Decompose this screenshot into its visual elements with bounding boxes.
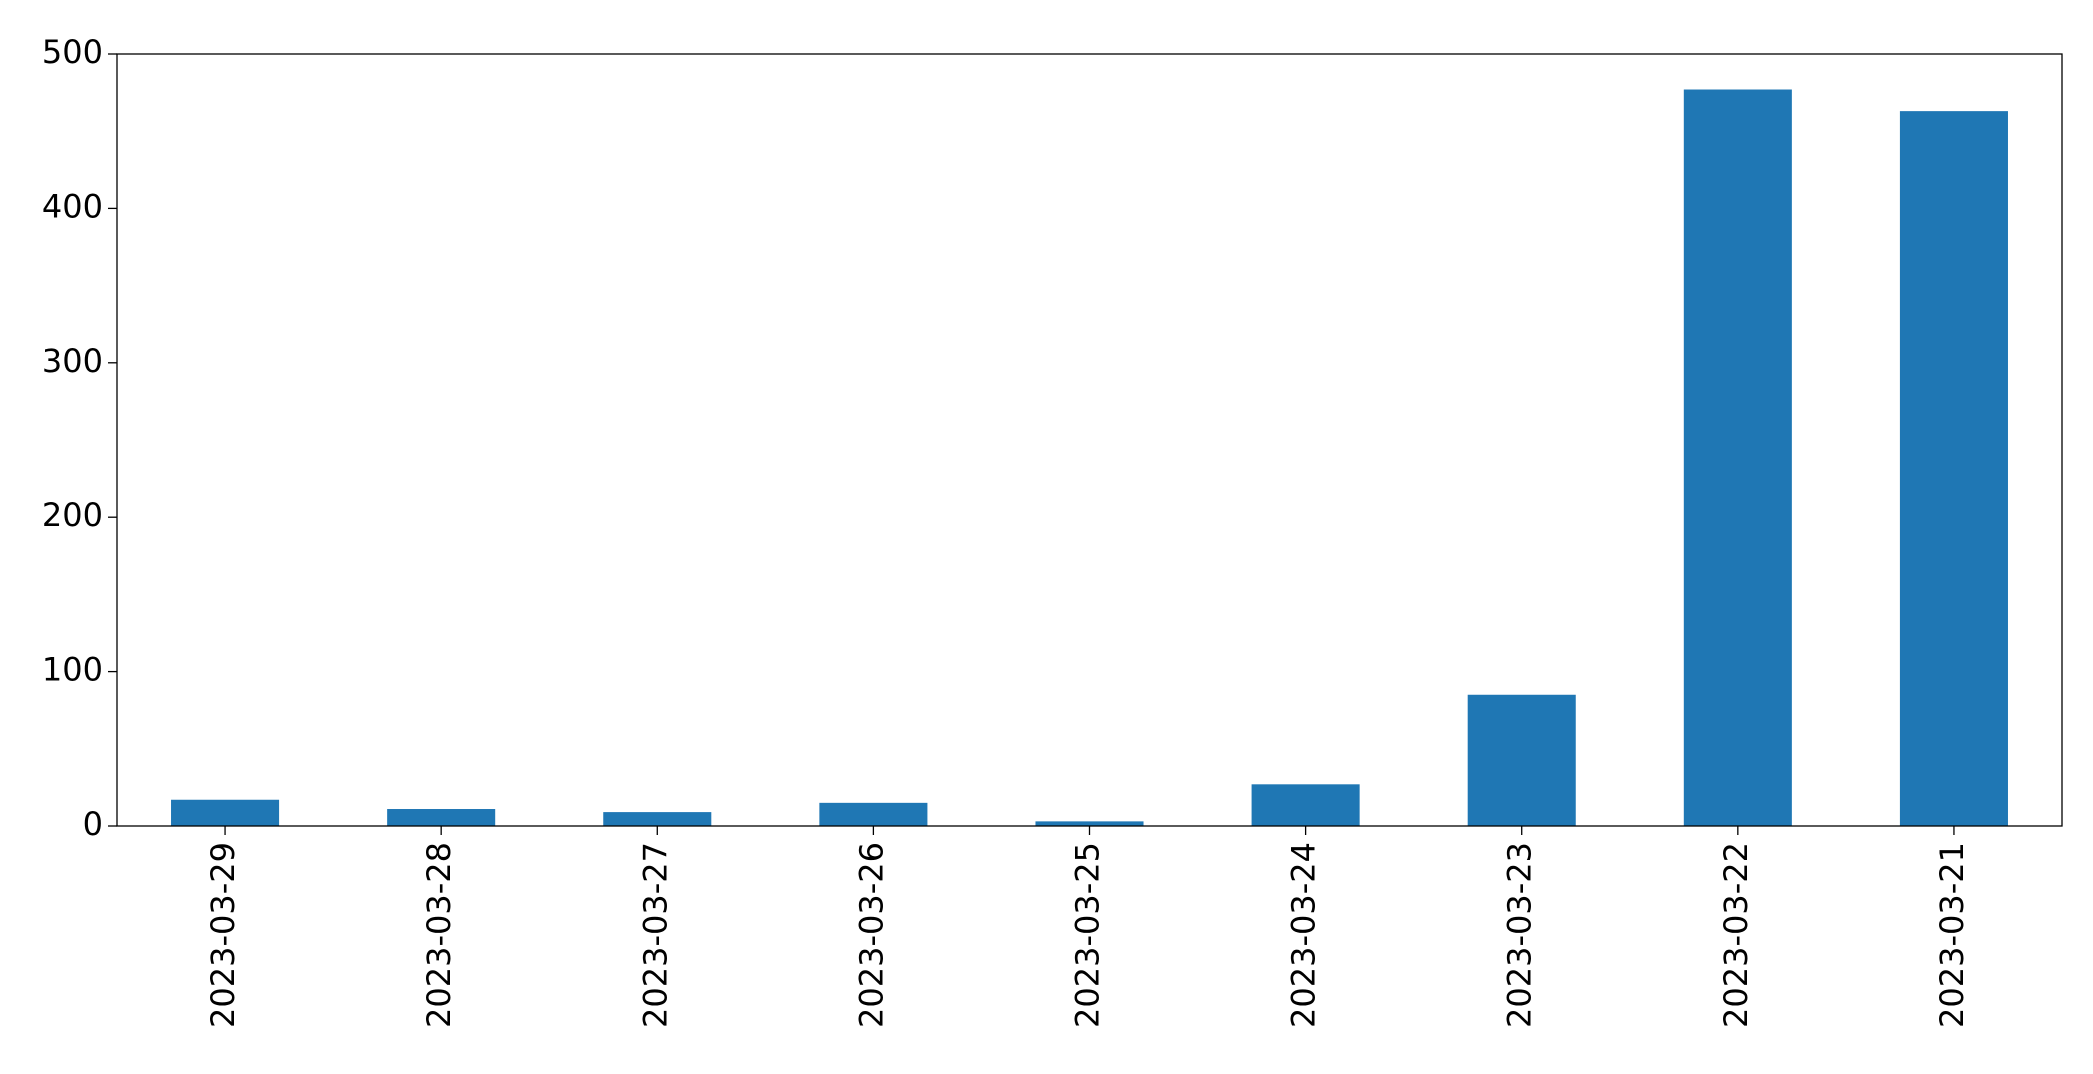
x-tick-label: 2023-03-23	[1501, 842, 1539, 1028]
bar	[819, 802, 928, 826]
bar	[1899, 111, 2008, 827]
bar	[1683, 89, 1792, 826]
bar	[171, 799, 280, 826]
plot-frame	[116, 53, 2063, 827]
x-tick-label: 2023-03-29	[204, 842, 242, 1028]
y-tick-label: 200	[42, 496, 103, 534]
y-tick-label: 400	[42, 187, 103, 225]
x-tick-label: 2023-03-28	[420, 842, 458, 1028]
bar	[1251, 784, 1360, 826]
x-tick-label: 2023-03-27	[636, 842, 674, 1028]
bar	[603, 812, 712, 826]
x-tick-label: 2023-03-26	[852, 842, 890, 1028]
y-tick-label: 300	[42, 342, 103, 380]
y-tick-label: 500	[42, 33, 103, 71]
bar	[1035, 821, 1144, 826]
bar	[1467, 694, 1576, 826]
y-tick-label: 100	[42, 651, 103, 689]
x-tick-label: 2023-03-21	[1933, 842, 1971, 1028]
bar	[387, 809, 496, 826]
y-tick-label: 0	[83, 805, 103, 843]
x-tick-label: 2023-03-22	[1717, 842, 1755, 1028]
x-tick-label: 2023-03-24	[1285, 842, 1323, 1028]
x-tick-label: 2023-03-25	[1069, 842, 1107, 1028]
